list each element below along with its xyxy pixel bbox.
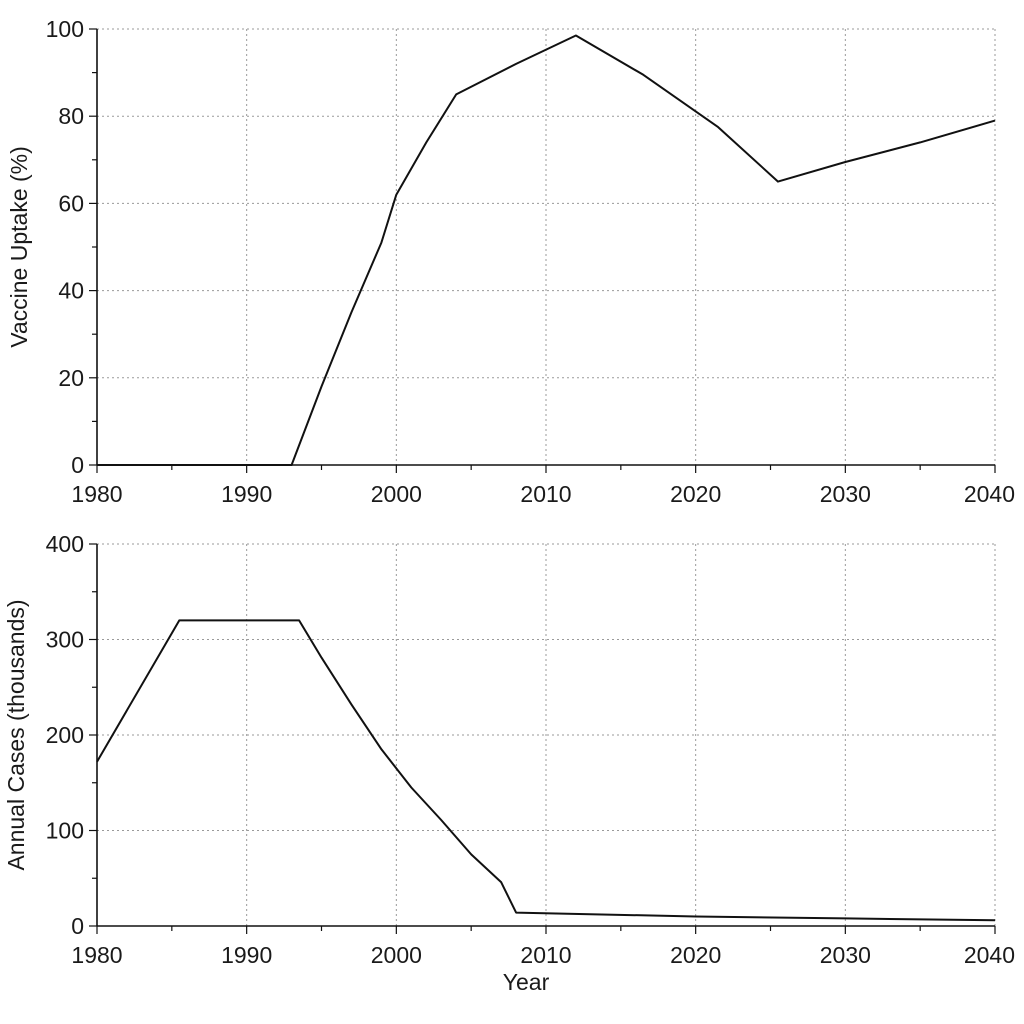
y-axis-label: Vaccine Uptake (%) [6,146,32,348]
x-tick-label: 2030 [820,942,871,968]
x-tick-label: 2000 [371,481,422,507]
x-tick-label: 2040 [964,481,1015,507]
x-tick-label: 1980 [71,942,122,968]
x-tick-label: 2010 [520,481,571,507]
y-tick-label: 400 [46,531,84,557]
y-tick-label: 300 [46,627,84,653]
y-tick-label: 100 [46,818,84,844]
x-tick-label: 1990 [221,481,272,507]
series-line [96,619,996,922]
x-tick-label: 2020 [670,942,721,968]
x-tick-label: 2000 [371,942,422,968]
y-tick-label: 40 [58,278,84,304]
y-tick-label: 20 [58,365,84,391]
y-tick-label: 200 [46,722,84,748]
x-axis-label: Year [503,969,550,995]
x-tick-label: 2040 [964,942,1015,968]
x-tick-label: 1980 [71,481,122,507]
y-tick-label: 0 [71,452,84,478]
y-tick-label: 100 [46,16,84,42]
y-tick-label: 60 [58,190,84,216]
series-line [97,34,996,466]
x-tick-label: 2030 [820,481,871,507]
x-tick-label: 1990 [221,942,272,968]
annual-cases-panel: 0 100 200 300 400 1980 1990 2000 2010 2020 2030 204… [3,531,1015,995]
x-tick-label: 2020 [670,481,721,507]
y-tick-label: 0 [71,913,84,939]
y-axis-label: Annual Cases (thousands) [3,599,29,870]
y-tick-label: 80 [58,103,84,129]
x-tick-label: 2010 [520,942,571,968]
